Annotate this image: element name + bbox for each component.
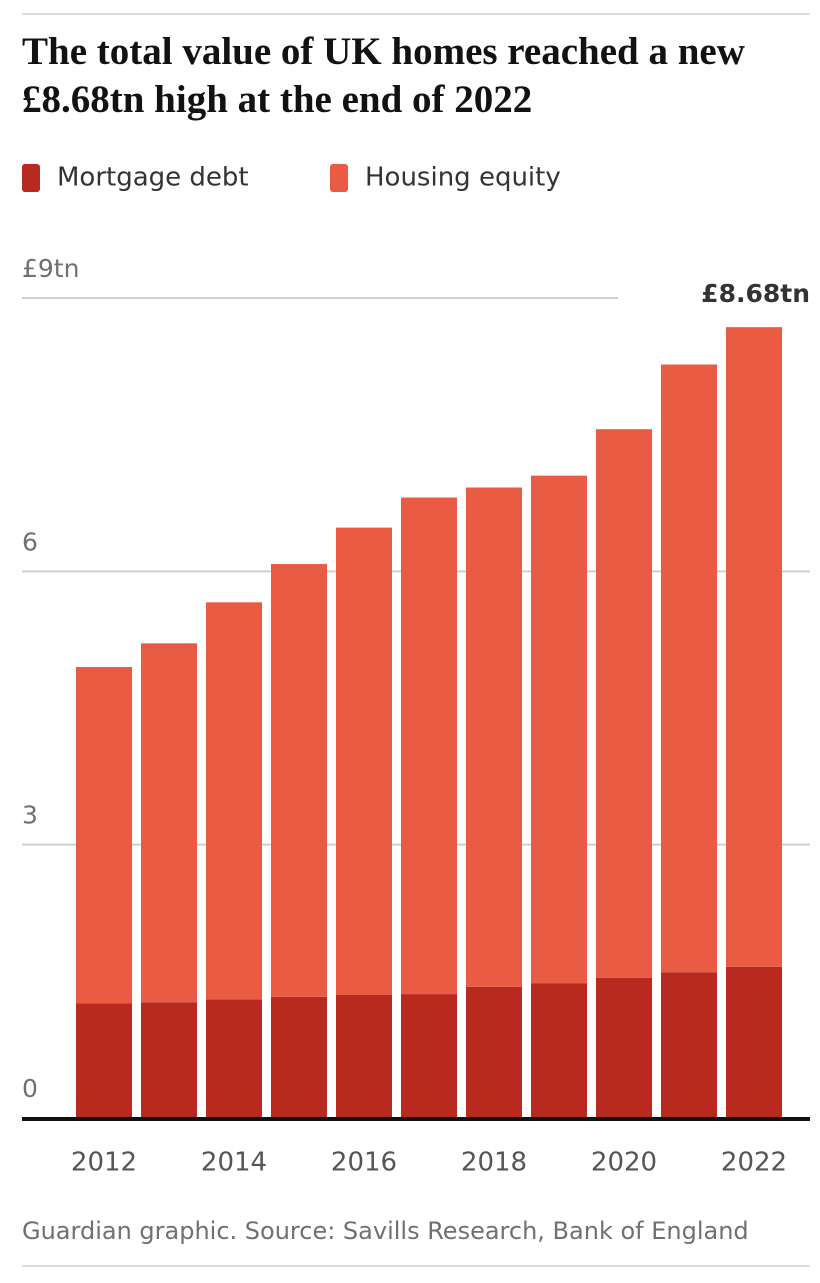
x-tick-label: 2022 bbox=[721, 1148, 787, 1178]
y-tick-label: 0 bbox=[22, 1074, 38, 1103]
bar-segment bbox=[466, 986, 522, 1118]
x-tick-label: 2018 bbox=[461, 1148, 527, 1178]
bar-segment bbox=[661, 364, 717, 973]
chart-title: The total value of UK homes reached a ne… bbox=[22, 30, 745, 121]
bar-segment bbox=[401, 994, 457, 1118]
y-tick-label: £9tn bbox=[22, 254, 79, 283]
bar-segment bbox=[336, 527, 392, 995]
y-tick-label: 6 bbox=[22, 527, 38, 556]
annotation: £8.68tn bbox=[701, 279, 810, 308]
bar-segment bbox=[76, 667, 132, 1004]
legend-swatch bbox=[22, 164, 40, 192]
bar-segment bbox=[141, 643, 197, 1003]
source: Guardian graphic. Source: Savills Resear… bbox=[22, 1217, 749, 1245]
bar-segment bbox=[726, 966, 782, 1118]
legend-swatch bbox=[330, 164, 348, 192]
bar-segment bbox=[141, 1002, 197, 1118]
legend-label: Housing equity bbox=[365, 163, 561, 193]
x-tick-label: 2020 bbox=[591, 1148, 657, 1178]
bar-segment bbox=[531, 475, 587, 984]
bar-segment bbox=[596, 977, 652, 1118]
bar-segment bbox=[206, 999, 262, 1118]
x-tick-label: 2014 bbox=[201, 1148, 267, 1178]
bar-segment bbox=[206, 602, 262, 1000]
bar-segment bbox=[336, 995, 392, 1118]
bar-segment bbox=[271, 564, 327, 997]
bar-segment bbox=[271, 996, 327, 1118]
bar-segment bbox=[76, 1003, 132, 1118]
bar-segment bbox=[726, 327, 782, 967]
legend-label: Mortgage debt bbox=[57, 163, 249, 193]
bar-segment bbox=[401, 497, 457, 995]
bar-segment bbox=[531, 983, 587, 1118]
x-tick-label: 2016 bbox=[331, 1148, 397, 1178]
bar-segment bbox=[661, 972, 717, 1118]
bar-segment bbox=[466, 487, 522, 987]
y-tick-label: 3 bbox=[22, 801, 38, 830]
bar-segment bbox=[596, 429, 652, 978]
x-tick-label: 2012 bbox=[71, 1148, 137, 1178]
